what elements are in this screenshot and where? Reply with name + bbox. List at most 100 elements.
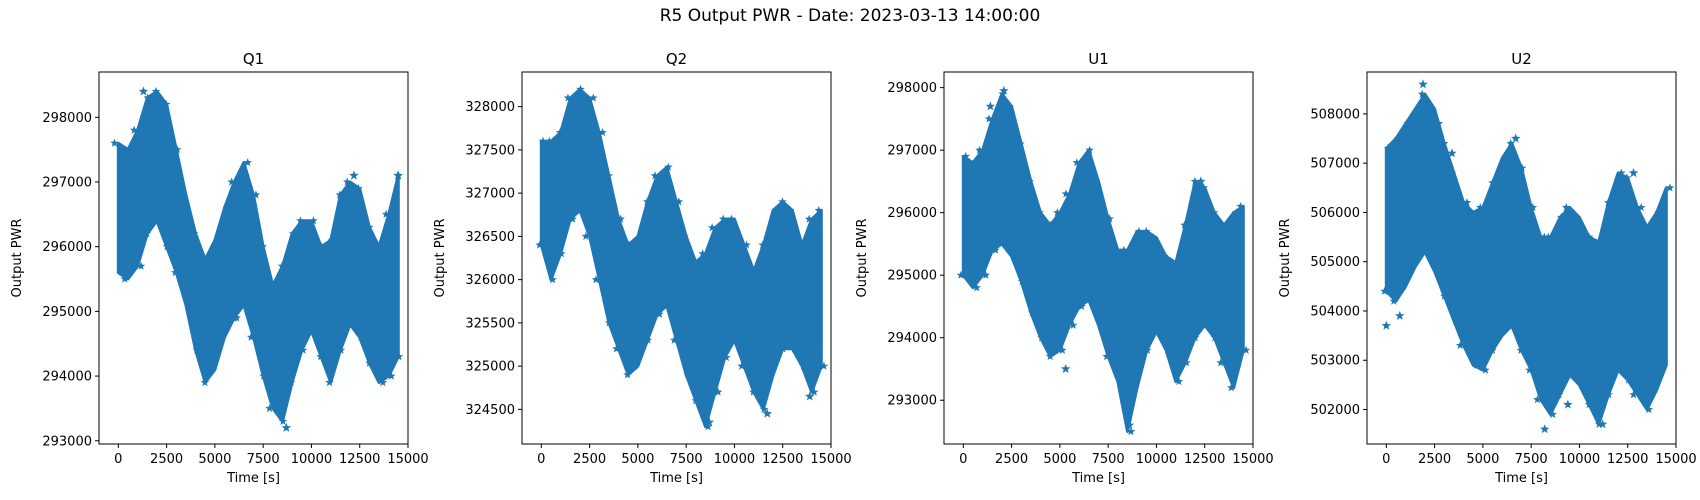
data-point	[172, 145, 182, 154]
data-point	[1174, 377, 1184, 386]
data-point	[1540, 232, 1549, 241]
data-point	[589, 93, 598, 102]
data-band	[1384, 92, 1668, 426]
data-point	[996, 239, 1006, 248]
y-tick-label: 326000	[465, 273, 515, 288]
data-point	[985, 101, 996, 111]
data-point	[1511, 133, 1521, 143]
y-tick-label: 507000	[1310, 157, 1360, 172]
data-point	[581, 231, 591, 240]
data-point	[136, 261, 146, 270]
data-point	[683, 370, 693, 379]
data-point	[1541, 237, 1552, 246]
data-point	[778, 344, 788, 353]
data-point	[200, 378, 210, 387]
data-point	[1223, 220, 1232, 229]
data-point	[680, 231, 689, 240]
data-point	[1016, 139, 1025, 148]
data-point	[1061, 189, 1071, 198]
x-tick-label: 10000	[714, 452, 755, 467]
data-point	[1629, 390, 1638, 399]
x-tick-label: 12500	[762, 452, 803, 467]
y-tick-label: 295000	[42, 305, 92, 320]
data-point	[1060, 364, 1071, 373]
data-point	[814, 205, 824, 215]
data-point	[604, 318, 614, 327]
y-tick-label: 328000	[465, 100, 515, 115]
data-point	[778, 197, 787, 206]
data-point	[1494, 331, 1504, 340]
x-tick-label: 5000	[1043, 452, 1076, 467]
data-point	[336, 345, 346, 354]
data-point	[1433, 118, 1444, 128]
y-tick-label: 296000	[887, 206, 937, 221]
x-tick-label: 10000	[1559, 452, 1600, 467]
data-point	[325, 378, 334, 387]
x-axis-label: Time [s]	[226, 471, 280, 486]
data-point	[809, 387, 819, 396]
data-point	[1196, 176, 1206, 186]
data-point	[1481, 365, 1490, 374]
data-point	[265, 403, 274, 413]
y-tick-label: 326500	[465, 230, 515, 245]
data-point	[1393, 134, 1403, 143]
data-point	[1465, 207, 1475, 217]
data-point	[365, 358, 374, 367]
data-point	[713, 387, 723, 396]
data-point	[737, 361, 746, 370]
data-point	[707, 223, 717, 232]
y-axis-label: Output PWR	[1278, 218, 1293, 297]
x-tick-label: 2500	[1418, 452, 1451, 467]
data-point	[538, 136, 548, 145]
data-point	[664, 162, 673, 171]
chart-panel-q2: 0 2500 5000 7500 10000 12500 15000 324500 325000…	[433, 50, 852, 486]
data-point	[727, 214, 736, 223]
data-point	[1046, 220, 1055, 229]
x-tick-label: 12500	[1184, 452, 1225, 467]
data-point	[246, 332, 256, 341]
data-point	[598, 128, 607, 137]
data-point	[1131, 383, 1140, 392]
data-point	[1155, 327, 1164, 336]
data-point	[1594, 419, 1604, 428]
data-band	[961, 92, 1245, 433]
data-point	[722, 353, 731, 362]
data-point	[278, 416, 288, 425]
data-point	[1417, 89, 1427, 98]
data-point	[669, 335, 679, 344]
data-point	[1102, 352, 1111, 361]
data-point	[805, 391, 815, 401]
data-point	[655, 309, 664, 318]
data-point	[393, 170, 404, 180]
data-point	[271, 281, 281, 290]
data-point	[120, 274, 129, 283]
data-point	[981, 270, 991, 279]
data-point	[961, 151, 970, 160]
data-point	[1539, 424, 1550, 434]
data-point	[650, 171, 660, 180]
data-point	[1517, 163, 1527, 172]
data-band	[116, 89, 400, 423]
data-point	[758, 240, 767, 249]
data-point	[555, 128, 565, 137]
chart-panel-q1: 0 2500 5000 7500 10000 12500 15000 293000 294000…	[10, 50, 429, 486]
data-point	[1134, 226, 1144, 236]
y-tick-label: 324500	[465, 403, 515, 418]
y-axis-label: Output PWR	[433, 218, 448, 297]
x-tick-label: 0	[537, 452, 545, 467]
data-point	[1447, 168, 1457, 177]
data-point	[1569, 370, 1578, 379]
data-point	[394, 352, 404, 361]
data-point	[1005, 101, 1014, 110]
data-point	[1058, 345, 1067, 354]
x-tick-label: 12500	[339, 452, 380, 467]
data-point	[1447, 148, 1457, 158]
x-tick-label: 0	[114, 452, 122, 467]
data-point	[1433, 267, 1443, 276]
data-point	[1116, 377, 1125, 386]
data-point	[1624, 375, 1633, 384]
plot-frame	[943, 71, 1254, 445]
data-point	[1439, 138, 1449, 148]
data-point	[1068, 320, 1078, 329]
